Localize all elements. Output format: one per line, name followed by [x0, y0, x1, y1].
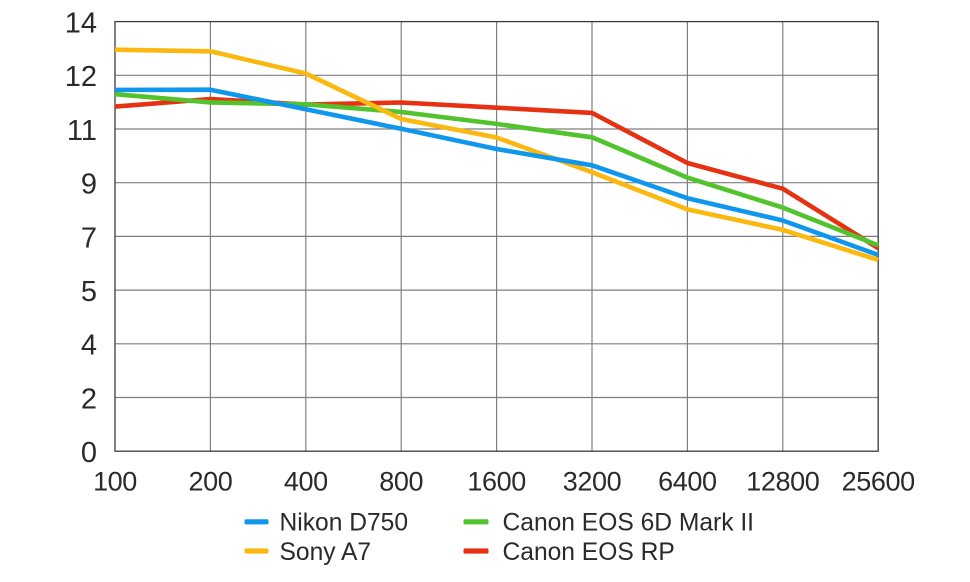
svg-text:Canon EOS RP: Canon EOS RP: [503, 539, 675, 566]
svg-text:25600: 25600: [842, 466, 915, 496]
svg-text:800: 800: [379, 466, 423, 496]
svg-text:9: 9: [81, 169, 97, 201]
svg-text:Nikon D750: Nikon D750: [280, 510, 409, 537]
svg-text:11: 11: [67, 115, 97, 147]
svg-text:2: 2: [81, 383, 97, 415]
svg-text:0: 0: [81, 437, 97, 469]
svg-text:6400: 6400: [658, 466, 716, 496]
svg-text:3200: 3200: [563, 466, 621, 496]
svg-text:200: 200: [188, 466, 232, 496]
svg-text:400: 400: [284, 466, 328, 496]
svg-text:1600: 1600: [467, 466, 525, 496]
svg-text:7: 7: [81, 222, 97, 254]
svg-text:14: 14: [65, 8, 97, 40]
svg-text:4: 4: [81, 330, 97, 362]
svg-text:Sony A7: Sony A7: [280, 539, 372, 566]
svg-text:5: 5: [81, 276, 97, 308]
svg-text:12: 12: [65, 61, 97, 93]
svg-text:Canon EOS 6D Mark II: Canon EOS 6D Mark II: [503, 510, 755, 537]
svg-text:12800: 12800: [746, 466, 819, 496]
svg-text:100: 100: [93, 466, 137, 496]
